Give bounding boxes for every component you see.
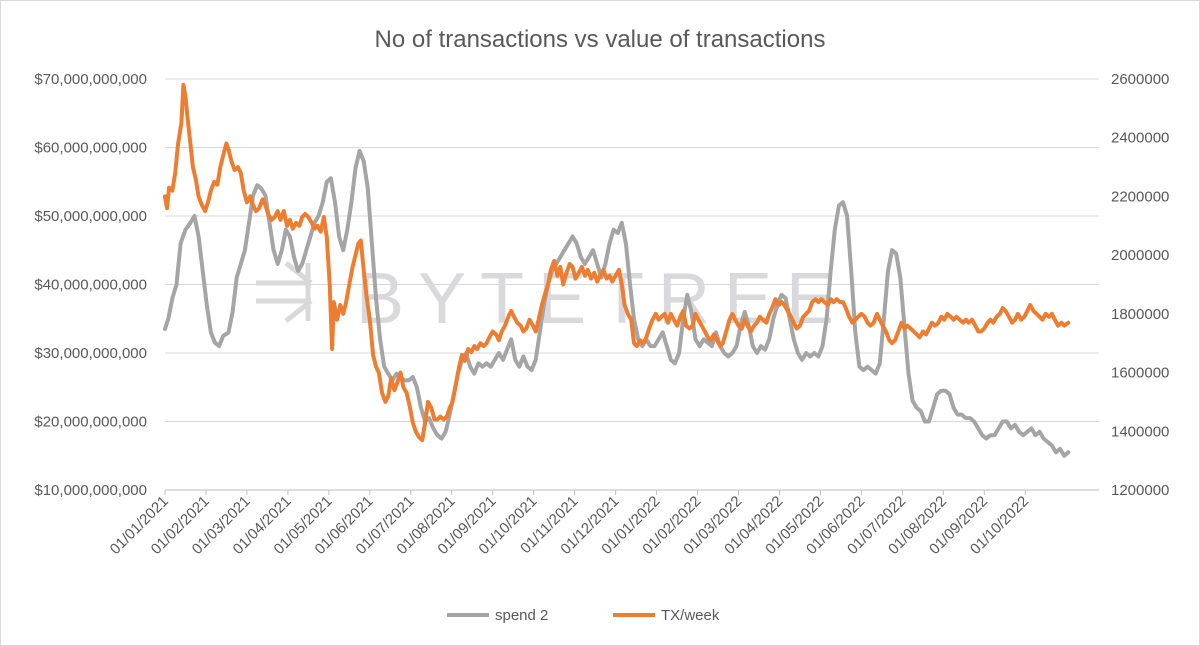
y-left-tick-label: $60,000,000,000	[34, 140, 147, 157]
y-right-tick-label: 2000000	[1111, 247, 1169, 264]
series-group	[163, 82, 1071, 458]
chart-title: No of transactions vs value of transacti…	[375, 26, 826, 53]
y-axis-right: 1200000 1400000 1600000 1800000 2000000 22000…	[1111, 71, 1169, 499]
y-right-tick-label: 1600000	[1111, 365, 1169, 382]
y-right-tick-label: 1200000	[1111, 482, 1169, 499]
y-right-tick-label: 2200000	[1111, 188, 1169, 205]
watermark-logo-icon	[256, 261, 313, 323]
y-right-tick-label: 1800000	[1111, 306, 1169, 323]
y-left-tick-label: $40,000,000,000	[34, 277, 147, 294]
y-right-tick-label: 2400000	[1111, 130, 1169, 147]
y-left-tick-label: $10,000,000,000	[34, 482, 147, 499]
series-line-spend-2	[163, 148, 1071, 458]
legend-label: spend 2	[495, 607, 548, 624]
y-right-tick-label: 2600000	[1111, 71, 1169, 88]
y-left-tick-label: $20,000,000,000	[34, 414, 147, 431]
y-left-tick-label: $70,000,000,000	[34, 71, 147, 88]
legend: spend 2 TX/week	[447, 607, 720, 624]
series-line-tx-week	[163, 82, 1071, 443]
x-axis: 01/01/202101/02/202101/03/202101/04/2021…	[107, 489, 1099, 558]
y-left-tick-label: $30,000,000,000	[34, 345, 147, 362]
y-axis-left: $10,000,000,000 $20,000,000,000 $30,000,00…	[34, 71, 147, 499]
y-right-tick-label: 1400000	[1111, 423, 1169, 440]
legend-label: TX/week	[661, 607, 720, 624]
y-left-tick-label: $50,000,000,000	[34, 208, 147, 225]
